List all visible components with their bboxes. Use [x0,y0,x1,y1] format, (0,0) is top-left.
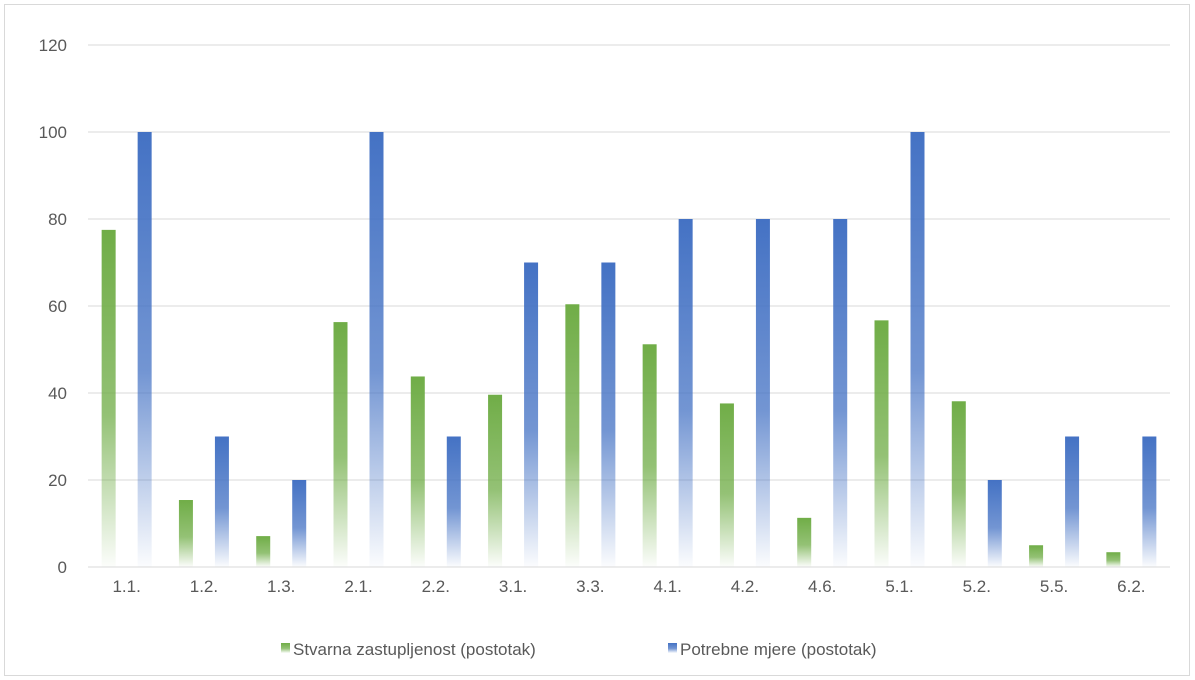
bar-potrebne-mjere [1142,436,1157,567]
legend-label: Potrebne mjere (postotak) [680,640,877,659]
legend: Stvarna zastupljenost (postotak) Potrebne… [281,640,877,659]
bar-stvarna-zastupljenost [874,320,889,567]
bar-stvarna-zastupljenost [178,500,193,567]
bar-potrebne-mjere [987,480,1002,567]
bar-stvarna-zastupljenost [101,229,116,567]
bar-chart: 0 20 40 60 80 100 120 1.1. 1.2. 1.3. 2.1. 2.2. 3.1.… [39,36,1170,659]
y-tick-label: 40 [48,384,67,403]
bar-potrebne-mjere [446,436,461,567]
x-tick-label: 5.1. [885,577,913,596]
bar-potrebne-mjere [292,480,307,567]
bar-potrebne-mjere [910,132,925,567]
y-tick-label: 60 [48,297,67,316]
bar-stvarna-zastupljenost [1029,545,1044,567]
bar-stvarna-zastupljenost [333,322,348,567]
bar-potrebne-mjere [755,219,770,567]
x-tick-label: 4.2. [731,577,759,596]
bar-stvarna-zastupljenost [256,536,271,567]
legend-label: Stvarna zastupljenost (postotak) [293,640,536,659]
bar-stvarna-zastupljenost [642,344,657,567]
bar-stvarna-zastupljenost [488,394,503,567]
bar-potrebne-mjere [601,262,616,567]
x-tick-label: 1.2. [190,577,218,596]
chart-area: 0 20 40 60 80 100 120 1.1. 1.2. 1.3. 2.1. 2.2. 3.1.… [4,4,1190,676]
x-axis-ticks: 1.1. 1.2. 1.3. 2.1. 2.2. 3.1. 3.3. 4.1. 4.2. 4.6.… [112,577,1145,596]
gridlines [88,44,1170,481]
bar-potrebne-mjere [369,132,384,567]
y-tick-label: 120 [39,36,67,55]
x-tick-label: 3.3. [576,577,604,596]
bar-potrebne-mjere [678,219,693,567]
y-tick-label: 20 [48,471,67,490]
legend-item: Potrebne mjere (postotak) [668,640,877,659]
x-tick-label: 2.2. [422,577,450,596]
bars [101,132,1157,567]
bar-stvarna-zastupljenost [797,517,812,567]
x-tick-label: 3.1. [499,577,527,596]
x-tick-label: 2.1. [344,577,372,596]
bar-stvarna-zastupljenost [410,376,425,567]
legend-item: Stvarna zastupljenost (postotak) [281,640,536,659]
y-axis-ticks: 0 20 40 60 80 100 120 [39,36,67,577]
legend-swatch [668,643,677,653]
bar-potrebne-mjere [1065,436,1080,567]
bar-potrebne-mjere [214,436,229,567]
bar-stvarna-zastupljenost [1106,552,1121,567]
x-tick-label: 5.5. [1040,577,1068,596]
bar-stvarna-zastupljenost [719,403,734,567]
bar-potrebne-mjere [137,132,152,567]
bar-stvarna-zastupljenost [565,304,580,567]
bar-potrebne-mjere [833,219,848,567]
bar-potrebne-mjere [524,262,539,567]
x-tick-label: 5.2. [963,577,991,596]
x-tick-label: 4.1. [653,577,681,596]
legend-swatch [281,643,290,653]
x-tick-label: 6.2. [1117,577,1145,596]
y-tick-label: 80 [48,210,67,229]
y-tick-label: 100 [39,123,67,142]
bar-stvarna-zastupljenost [951,401,966,567]
x-tick-label: 4.6. [808,577,836,596]
y-tick-label: 0 [58,558,67,577]
x-tick-label: 1.3. [267,577,295,596]
x-tick-label: 1.1. [112,577,140,596]
